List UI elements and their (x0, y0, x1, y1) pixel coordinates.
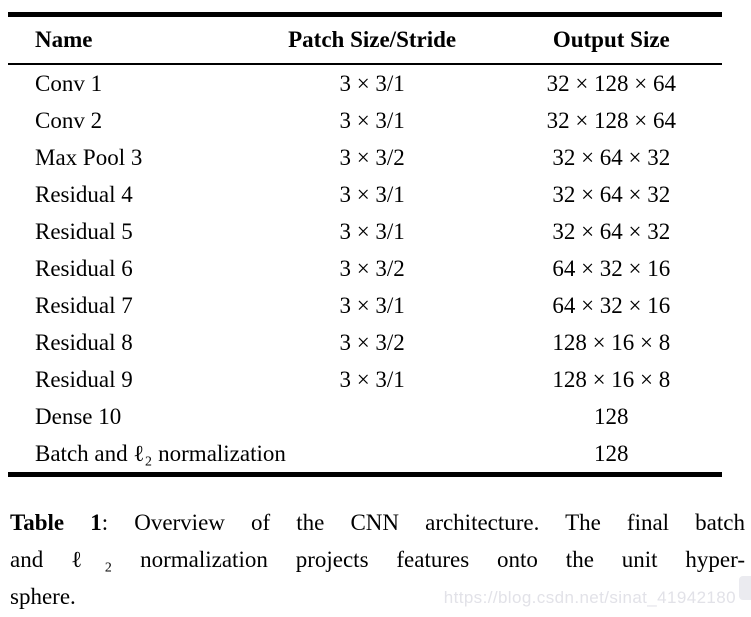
cell-patch: 3 × 3/2 (339, 256, 405, 281)
table-row-residual7: Residual 7 3 × 3/1 64 × 32 × 16 (8, 287, 722, 324)
watermark-url: https://blog.csdn.net/sinat_41942180 (443, 588, 736, 607)
caption-label: Table 1 (10, 510, 102, 535)
caption-line-1-text: : Overview of the CNN architecture. The … (101, 510, 745, 535)
table-row-residual6: Residual 6 3 × 3/2 64 × 32 × 16 (8, 250, 722, 287)
cell-patch: 3 × 3/1 (339, 367, 405, 392)
table-row-conv2: Conv 2 3 × 3/1 32 × 128 × 64 (8, 102, 722, 139)
table-row-residual5: Residual 5 3 × 3/1 32 × 64 × 32 (8, 213, 722, 250)
cell-name: Residual 5 (35, 219, 133, 244)
table-header-row: Name Patch Size/Stride Output Size (8, 17, 722, 63)
table-row-conv1: Conv 1 3 × 3/1 32 × 128 × 64 (8, 65, 722, 102)
cell-name: Batch and ℓ₂ normalization (35, 441, 286, 466)
cell-patch: 3 × 3/1 (339, 219, 405, 244)
table-top-rule (8, 12, 722, 17)
watermark-logo-fragment (739, 576, 751, 600)
caption-line-1: Table 1: Overview of the CNN architectur… (10, 504, 745, 541)
cell-output: 32 × 64 × 32 (552, 182, 671, 207)
cell-output: 32 × 128 × 64 (546, 71, 677, 96)
cell-output: 128 × 16 × 8 (552, 330, 671, 355)
cell-name: Residual 4 (35, 182, 133, 207)
cell-output: 128 (594, 404, 629, 429)
table-row-dense10: Dense 10 128 (8, 398, 722, 435)
cell-output: 128 × 16 × 8 (552, 367, 671, 392)
cell-patch: 3 × 3/1 (339, 71, 405, 96)
table-row-residual4: Residual 4 3 × 3/1 32 × 64 × 32 (8, 176, 722, 213)
column-header-name: Name (35, 27, 93, 52)
cell-output: 64 × 32 × 16 (552, 256, 671, 281)
caption-line-2: and ℓ₂ normalization projects features o… (10, 547, 745, 572)
table-header-rule (8, 63, 722, 65)
cell-output: 32 × 64 × 32 (552, 219, 671, 244)
cell-patch: 3 × 3/1 (339, 108, 405, 133)
cnn-architecture-table: Name Patch Size/Stride Output Size Conv … (8, 12, 722, 477)
cell-name: Max Pool 3 (35, 145, 143, 170)
cell-output: 128 (594, 441, 629, 466)
cell-patch (244, 435, 501, 472)
column-header-patch-size-stride: Patch Size/Stride (288, 27, 457, 52)
cell-patch: 3 × 3/2 (339, 330, 405, 355)
cell-output: 32 × 64 × 32 (552, 145, 671, 170)
cell-name: Residual 9 (35, 367, 133, 392)
cell-name: Residual 6 (35, 256, 133, 281)
table-row-batch-l2-normalization: Batch and ℓ₂ normalization 128 (8, 435, 722, 472)
cell-patch: 3 × 3/1 (339, 293, 405, 318)
table-bottom-rule (8, 472, 722, 477)
table-row-residual9: Residual 9 3 × 3/1 128 × 16 × 8 (8, 361, 722, 398)
cell-name: Conv 1 (35, 71, 103, 96)
cell-patch (244, 398, 501, 435)
cell-name: Residual 7 (35, 293, 133, 318)
cell-name: Dense 10 (35, 404, 122, 429)
caption-line-3: sphere. (10, 584, 76, 609)
table-caption: Table 1: Overview of the CNN architectur… (10, 504, 745, 615)
table-row-maxpool3: Max Pool 3 3 × 3/2 32 × 64 × 32 (8, 139, 722, 176)
cell-patch: 3 × 3/1 (339, 182, 405, 207)
cell-output: 64 × 32 × 16 (552, 293, 671, 318)
cell-name: Conv 2 (35, 108, 103, 133)
column-header-output-size: Output Size (552, 27, 670, 52)
cell-output: 32 × 128 × 64 (546, 108, 677, 133)
cell-patch: 3 × 3/2 (339, 145, 405, 170)
table-row-residual8: Residual 8 3 × 3/2 128 × 16 × 8 (8, 324, 722, 361)
cell-name: Residual 8 (35, 330, 133, 355)
